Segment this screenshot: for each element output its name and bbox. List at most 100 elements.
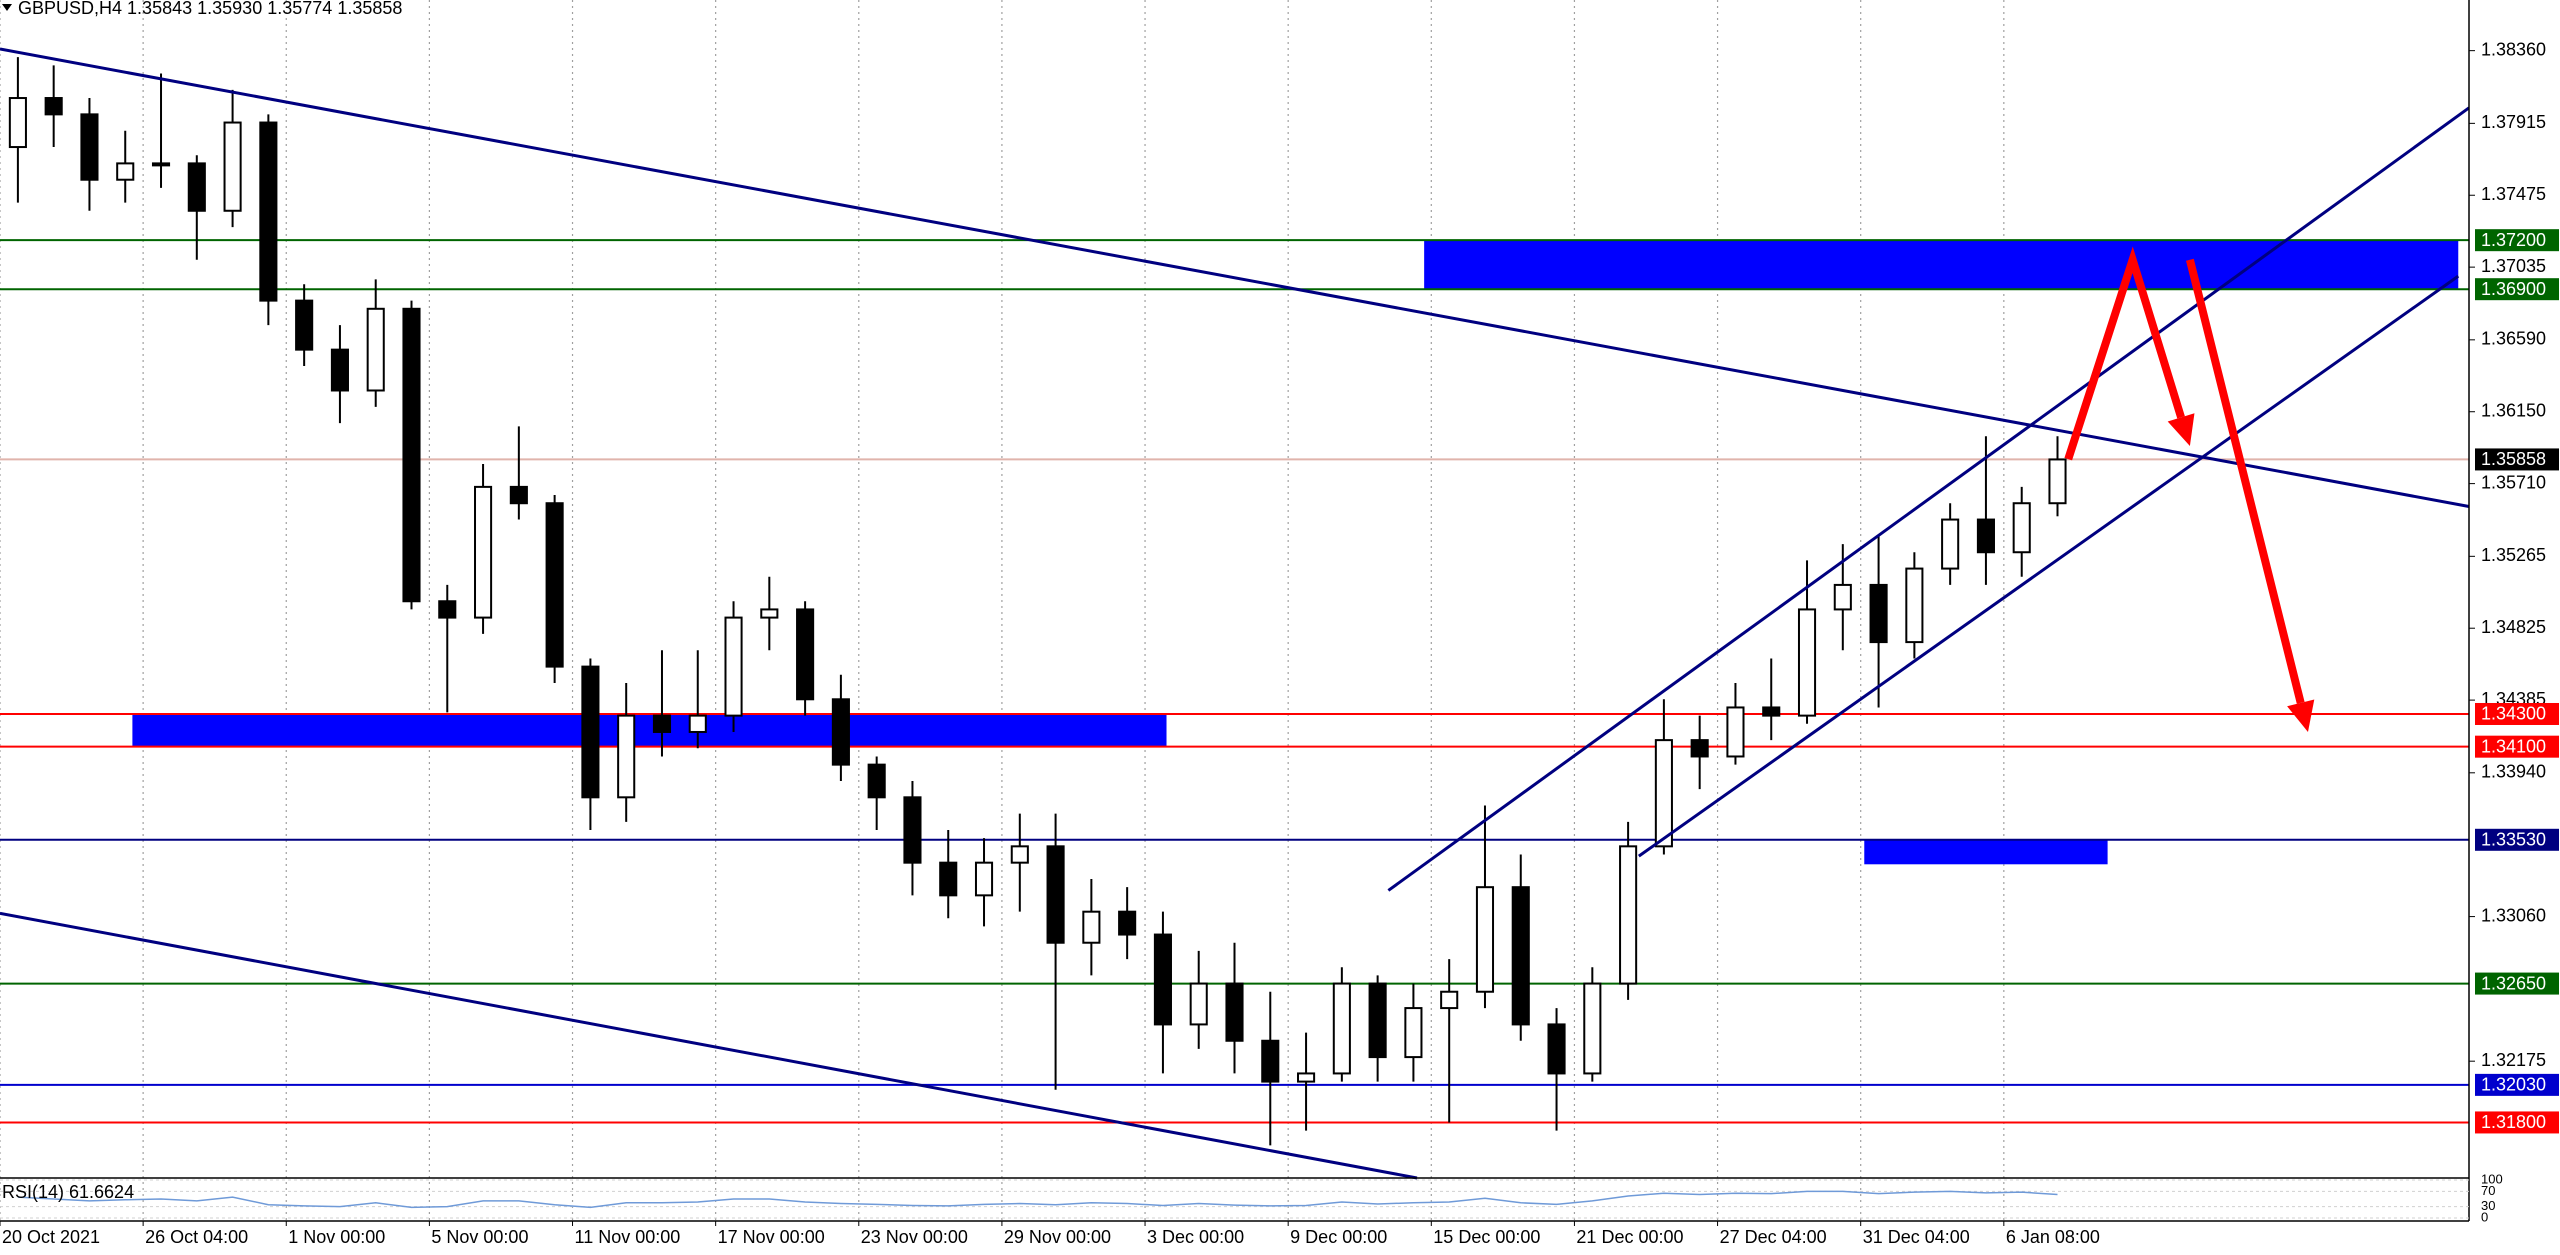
level-label-bg	[2475, 702, 2559, 725]
y-tick-label: 1.33940	[2481, 762, 2546, 782]
rsi-tick-label: 70	[2481, 1183, 2495, 1198]
trendline	[0, 47, 2470, 508]
candle-body	[116, 162, 135, 181]
candle-body	[1547, 1023, 1566, 1075]
candle-body	[1153, 933, 1172, 1026]
x-tick-label: 11 Nov 00:00	[575, 1227, 681, 1247]
candle-body	[760, 608, 779, 619]
candle-body	[402, 307, 421, 603]
level-label-bg	[2475, 229, 2559, 252]
y-tick-label: 1.33060	[2481, 905, 2546, 925]
level-label: 1.34300	[2481, 704, 2546, 724]
chart-header: GBPUSD,H4 1.35843 1.35930 1.35774 1.3585…	[18, 0, 402, 18]
candle-body	[1762, 706, 1781, 717]
candle-body	[330, 348, 349, 392]
arrow-head	[2167, 413, 2195, 447]
candle-body	[1654, 739, 1673, 848]
candle-body	[1189, 982, 1208, 1026]
candle-body	[1297, 1072, 1316, 1083]
level-label: 1.32030	[2481, 1075, 2546, 1095]
rsi-tick-label: 100	[2481, 1171, 2503, 1186]
y-tick-label: 1.32175	[2481, 1050, 2546, 1070]
candle-body	[1440, 990, 1459, 1010]
rsi-tick-label: 30	[2481, 1198, 2495, 1213]
candle-body	[1404, 1007, 1423, 1059]
level-label: 1.36900	[2481, 279, 2546, 299]
x-tick-label: 20 Oct 2021	[2, 1227, 100, 1247]
quote-high: 1.35930	[197, 0, 262, 18]
y-tick-label: 1.36590	[2481, 329, 2546, 349]
candle-body	[2048, 458, 2067, 505]
candle-body	[8, 97, 27, 149]
candle-body	[974, 861, 994, 897]
x-tick-label: 5 Nov 00:00	[431, 1227, 528, 1247]
candle-body	[509, 485, 528, 505]
y-tick-label: 1.37475	[2481, 184, 2546, 204]
arrow	[2064, 246, 2185, 461]
trendline	[1637, 274, 2460, 858]
candle-body	[939, 861, 958, 897]
candle-body	[151, 162, 171, 167]
candle-body	[1797, 608, 1817, 717]
rsi-tick-label: 0	[2481, 1209, 2488, 1224]
x-tick-label: 3 Dec 00:00	[1147, 1227, 1244, 1247]
level-label: 1.31800	[2481, 1112, 2546, 1132]
candle-body	[295, 299, 314, 351]
candle-body	[1976, 518, 1995, 554]
y-tick-label: 1.38360	[2481, 39, 2546, 59]
level-label-bg	[2475, 828, 2559, 851]
candle-body	[1869, 583, 1888, 644]
x-tick-label: 9 Dec 00:00	[1290, 1227, 1387, 1247]
candle-body	[545, 502, 564, 668]
rsi-line	[17, 1190, 2058, 1209]
level-label-bg	[2475, 1111, 2559, 1134]
arrow-head	[2287, 699, 2315, 732]
price-zone	[1864, 839, 2108, 865]
candle-body	[1225, 982, 1244, 1042]
arrow	[2186, 258, 2305, 704]
x-tick-label: 31 Dec 04:00	[1863, 1227, 1970, 1247]
candle-body	[1046, 845, 1065, 944]
candle-body	[831, 698, 850, 766]
x-tick-label: 1 Nov 00:00	[288, 1227, 385, 1247]
trendline	[1387, 106, 2470, 892]
candle-body	[903, 796, 922, 864]
trendline	[0, 911, 1418, 1180]
x-tick-label: 23 Nov 00:00	[861, 1227, 968, 1247]
x-tick-label: 17 Nov 00:00	[718, 1227, 825, 1247]
quote-low: 1.35774	[267, 0, 332, 18]
level-label: 1.34100	[2481, 736, 2546, 756]
level-label-bg	[2475, 448, 2559, 471]
y-tick-label: 1.36150	[2481, 400, 2546, 420]
price-zone	[1424, 240, 2459, 290]
x-tick-label: 29 Nov 00:00	[1004, 1227, 1111, 1247]
candle-body	[1475, 886, 1495, 993]
y-tick-label: 1.34825	[2481, 617, 2546, 637]
candle-body	[1261, 1039, 1280, 1083]
candle-body	[438, 600, 457, 619]
x-tick-label: 6 Jan 08:00	[2006, 1227, 2100, 1247]
candle-body	[581, 665, 600, 799]
candle-body	[1690, 739, 1709, 758]
candle-body	[474, 485, 493, 619]
candle-body	[366, 307, 385, 392]
candle-body	[724, 616, 743, 717]
x-tick-label: 26 Oct 04:00	[145, 1227, 248, 1247]
candle-body	[1941, 518, 1960, 570]
candle-body	[2012, 502, 2031, 554]
candle-body	[1511, 886, 1530, 1026]
candle-body	[867, 763, 886, 799]
y-tick-label: 1.37035	[2481, 256, 2546, 276]
candle-body	[652, 714, 672, 733]
candle-body	[44, 97, 63, 116]
candle-body	[80, 113, 99, 181]
candle-body	[1082, 910, 1101, 944]
level-label: 1.37200	[2481, 230, 2546, 250]
level-label: 1.35858	[2481, 449, 2546, 469]
y-tick-label: 1.37915	[2481, 112, 2546, 132]
level-label-bg	[2475, 278, 2559, 301]
candle-body	[259, 121, 278, 302]
